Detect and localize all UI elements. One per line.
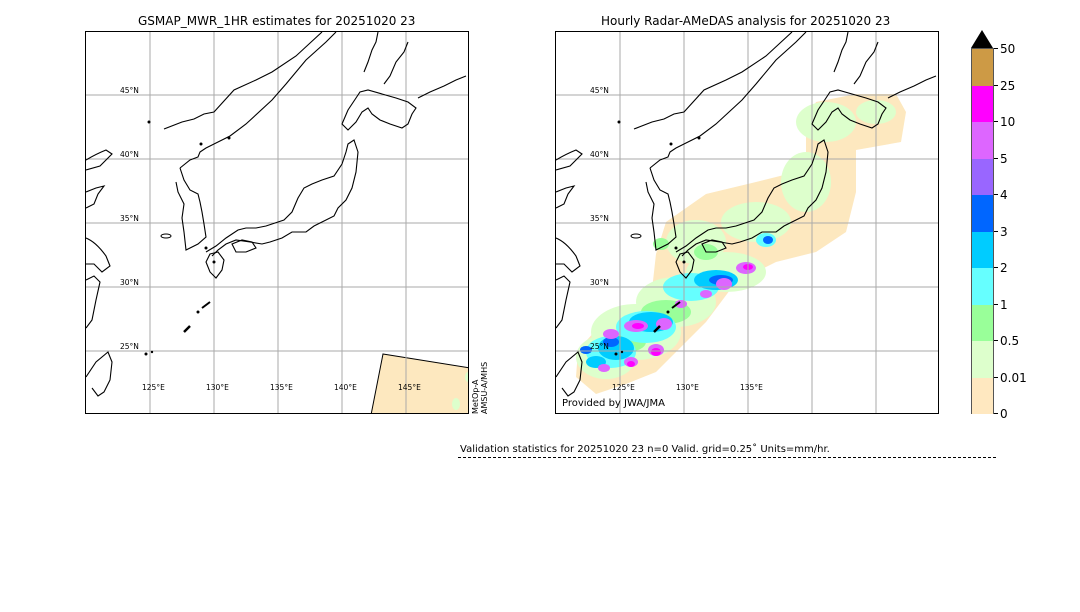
colorbar-seg-4-5 [972, 158, 993, 195]
colorbar-tick [994, 48, 998, 49]
lat-label-25n: 25°N [120, 342, 139, 351]
radar-map-svg [556, 32, 938, 413]
colorbar-label-0: 0 [1000, 407, 1008, 421]
colorbar-tick [994, 340, 998, 341]
gsmap-map-svg [86, 32, 468, 413]
colorbar-label-10: 10 [1000, 115, 1016, 129]
colorbar-tick [994, 158, 998, 159]
left-map-title: GSMAP_MWR_1HR estimates for 20251020 23 [138, 14, 416, 28]
colorbar-seg-1-2 [972, 268, 993, 305]
colorbar-label-0.5: 0.5 [1000, 334, 1020, 348]
lon-label-135e: 135°E [270, 383, 293, 392]
colorbar-seg-3-4 [972, 195, 993, 232]
lon-label-135e: 135°E [740, 383, 763, 392]
lon-label-140e: 140°E [334, 383, 357, 392]
colorbar-tick [994, 267, 998, 268]
lat-label-45n: 45°N [590, 86, 609, 95]
lat-label-25n: 25°N [590, 342, 609, 351]
colorbar-label-50: 50 [1000, 42, 1016, 56]
lat-label-40n: 40°N [590, 150, 609, 159]
lat-label-45n: 45°N [120, 86, 139, 95]
colorbar-seg-0.5-1 [972, 304, 993, 341]
colorbar-label-5: 5 [1000, 152, 1008, 166]
colorbar-tick [994, 231, 998, 232]
colorbar-seg-0.01-0.5 [972, 341, 993, 378]
colorbar-label-2: 2 [1000, 261, 1008, 275]
satellite-label-line2: AMSU-A/MHS [480, 361, 489, 414]
colorbar-label-0.01: 0.01 [1000, 371, 1027, 385]
lat-label-30n: 30°N [590, 278, 609, 287]
colorbar-tick [994, 413, 998, 414]
colorbar-tick [994, 121, 998, 122]
radar-amedas-map-panel: 45°N 40°N 35°N 30°N 25°N 125°E 130°E 135… [555, 31, 939, 414]
colorbar-extend-arrow [971, 30, 993, 48]
lon-label-130e: 130°E [676, 383, 699, 392]
colorbar-label-4: 4 [1000, 188, 1008, 202]
colorbar-seg-2-3 [972, 231, 993, 268]
colorbar-seg-5-10 [972, 122, 993, 159]
lon-label-130e: 130°E [206, 383, 229, 392]
right-map-title: Hourly Radar-AMeDAS analysis for 2025102… [601, 14, 891, 28]
colorbar-label-3: 3 [1000, 225, 1008, 239]
colorbar-label-25: 25 [1000, 79, 1016, 93]
lat-label-30n: 30°N [120, 278, 139, 287]
satellite-label-line1: MetOp-A [471, 379, 480, 414]
lon-label-125e: 125°E [142, 383, 165, 392]
lon-label-145e: 145°E [398, 383, 421, 392]
colorbar-tick [994, 194, 998, 195]
lon-label-125e: 125°E [612, 383, 635, 392]
lat-label-40n: 40°N [120, 150, 139, 159]
data-credit: Provided by JWA/JMA [562, 398, 665, 409]
colorbar-tick [994, 377, 998, 378]
colorbar-tick [994, 304, 998, 305]
colorbar-seg-0-0.01 [972, 377, 993, 414]
colorbar-seg-25-50 [972, 49, 993, 86]
colorbar-tick [994, 85, 998, 86]
colorbar-label-1: 1 [1000, 298, 1008, 312]
colorbar [971, 48, 994, 414]
lat-label-35n: 35°N [590, 214, 609, 223]
gsmap-map-panel: 45°N 40°N 35°N 30°N 25°N 125°E 130°E 135… [85, 31, 469, 414]
validation-statistics: Validation statistics for 20251020 23 n=… [460, 444, 830, 455]
satellite-label: MetOp-A AMSU-A/MHS [471, 362, 489, 414]
lat-label-35n: 35°N [120, 214, 139, 223]
colorbar-seg-10-25 [972, 85, 993, 122]
validation-divider [458, 457, 996, 458]
